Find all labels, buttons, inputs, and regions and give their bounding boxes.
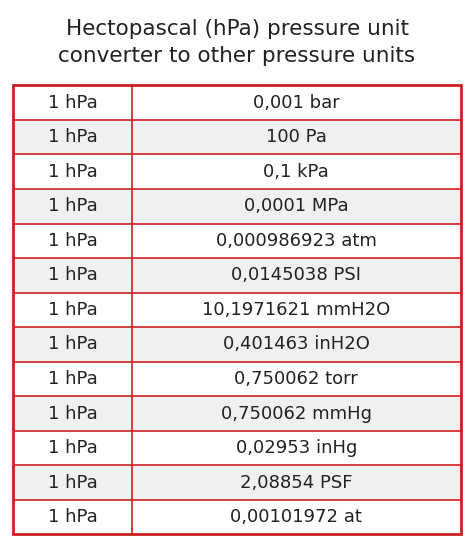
Bar bbox=[13, 396, 461, 431]
Text: 0,401463 inH2O: 0,401463 inH2O bbox=[223, 336, 370, 354]
Text: 10,1971621 mmH2O: 10,1971621 mmH2O bbox=[202, 301, 391, 319]
Text: 1 hPa: 1 hPa bbox=[48, 266, 98, 284]
Text: 1 hPa: 1 hPa bbox=[48, 128, 98, 146]
Text: 1 hPa: 1 hPa bbox=[48, 336, 98, 354]
Text: 1 hPa: 1 hPa bbox=[48, 301, 98, 319]
Text: 1 hPa: 1 hPa bbox=[48, 370, 98, 388]
Bar bbox=[13, 327, 461, 362]
Text: 1 hPa: 1 hPa bbox=[48, 439, 98, 457]
Bar bbox=[13, 500, 461, 534]
Bar bbox=[13, 466, 461, 500]
Text: 0,0001 MPa: 0,0001 MPa bbox=[244, 197, 348, 215]
Text: 1 hPa: 1 hPa bbox=[48, 94, 98, 112]
Text: 1 hPa: 1 hPa bbox=[48, 232, 98, 250]
Text: 0,750062 torr: 0,750062 torr bbox=[235, 370, 358, 388]
Text: 100 Pa: 100 Pa bbox=[266, 128, 327, 146]
Text: 0,750062 mmHg: 0,750062 mmHg bbox=[221, 404, 372, 423]
Text: 0,0145038 PSI: 0,0145038 PSI bbox=[231, 266, 361, 284]
Bar bbox=[13, 189, 461, 224]
Text: 1 hPa: 1 hPa bbox=[48, 508, 98, 526]
Bar bbox=[13, 85, 461, 534]
Bar bbox=[13, 224, 461, 258]
Bar bbox=[13, 85, 461, 120]
Text: Hectopascal (hPa) pressure unit
converter to other pressure units: Hectopascal (hPa) pressure unit converte… bbox=[58, 19, 416, 66]
Bar bbox=[13, 154, 461, 189]
Bar bbox=[13, 293, 461, 327]
Text: 1 hPa: 1 hPa bbox=[48, 404, 98, 423]
Bar bbox=[13, 258, 461, 293]
Bar bbox=[13, 431, 461, 466]
Text: 0,00101972 at: 0,00101972 at bbox=[230, 508, 362, 526]
Text: 1 hPa: 1 hPa bbox=[48, 163, 98, 181]
Text: 0,001 bar: 0,001 bar bbox=[253, 94, 340, 112]
Text: 2,08854 PSF: 2,08854 PSF bbox=[240, 474, 353, 491]
Text: 0,1 kPa: 0,1 kPa bbox=[264, 163, 329, 181]
Bar bbox=[13, 120, 461, 154]
Text: 0,000986923 atm: 0,000986923 atm bbox=[216, 232, 377, 250]
Text: 1 hPa: 1 hPa bbox=[48, 197, 98, 215]
Text: 1 hPa: 1 hPa bbox=[48, 474, 98, 491]
Text: 0,02953 inHg: 0,02953 inHg bbox=[236, 439, 357, 457]
Bar bbox=[13, 362, 461, 396]
